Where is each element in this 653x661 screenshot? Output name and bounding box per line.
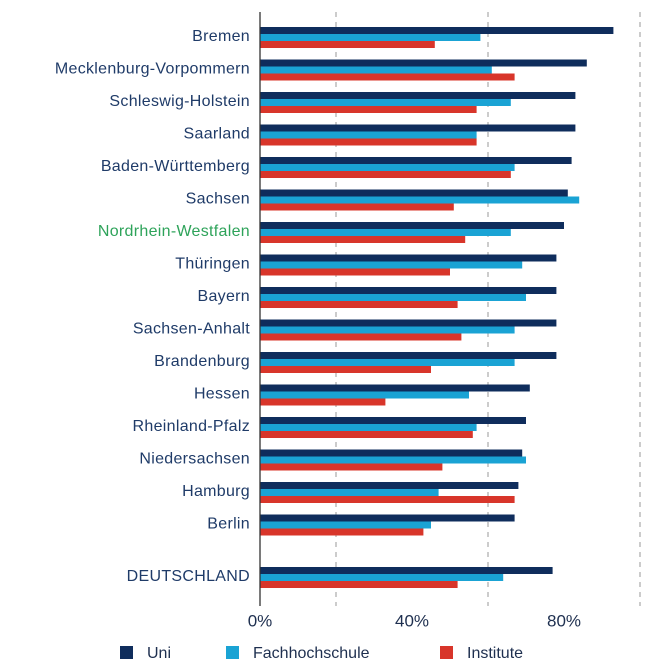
x-tick-label: 80% (547, 611, 581, 630)
bar (260, 222, 564, 229)
category-label: DEUTSCHLAND (127, 568, 250, 585)
bar (260, 157, 572, 164)
bar (260, 398, 386, 406)
bar (260, 319, 557, 327)
category-label: Sachsen (186, 191, 250, 208)
bar (260, 489, 439, 496)
bar (260, 164, 515, 171)
bar (260, 431, 473, 438)
bar (260, 581, 458, 588)
legend-swatch (120, 646, 133, 659)
bar (260, 366, 431, 373)
bar (260, 424, 477, 431)
legend-label: Uni (147, 645, 171, 661)
bar (260, 261, 523, 269)
category-label: Berlin (207, 516, 250, 533)
category-label: Rheinland-Pfalz (133, 418, 250, 435)
bar (260, 92, 576, 99)
bar (260, 463, 443, 471)
bar (260, 326, 515, 334)
legend-label: Fachhochschule (253, 645, 370, 661)
bar (260, 138, 477, 146)
bar (260, 124, 576, 132)
category-label: Baden-Württemberg (101, 158, 250, 175)
bar (260, 528, 424, 536)
bar (260, 34, 481, 41)
bar (260, 482, 519, 489)
bar (260, 456, 526, 464)
x-tick-label: 0% (248, 611, 273, 630)
bar (260, 567, 553, 574)
bar (260, 384, 530, 392)
legend-swatch (440, 646, 453, 659)
bar (260, 189, 568, 197)
bar (260, 352, 557, 359)
bar (260, 417, 526, 424)
bar (260, 449, 523, 457)
category-label: Brandenburg (154, 353, 250, 370)
bar (260, 391, 469, 399)
bar (260, 236, 466, 243)
bar (260, 287, 557, 294)
bar (260, 301, 458, 308)
bar (260, 268, 450, 276)
category-label: Mecklenburg-Vorpommern (55, 61, 250, 78)
bar (260, 131, 477, 139)
category-label: Nordrhein-Westfalen (98, 223, 250, 240)
category-label: Thüringen (175, 256, 250, 273)
bar (260, 106, 477, 113)
bar (260, 521, 431, 529)
bar (260, 333, 462, 341)
bar (260, 171, 511, 178)
category-label: Bremen (192, 28, 250, 45)
category-label: Bayern (198, 288, 251, 305)
bar (260, 294, 526, 301)
bar (260, 41, 435, 48)
legend-label: Institute (467, 645, 523, 661)
bar (260, 574, 504, 581)
x-tick-label: 40% (395, 611, 429, 630)
bar (260, 27, 614, 34)
category-label: Saarland (184, 126, 250, 143)
bar (260, 203, 454, 211)
legend-swatch (226, 646, 239, 659)
bar (260, 73, 515, 81)
bar (260, 99, 511, 106)
category-label: Schleswig-Holstein (109, 93, 250, 110)
bar (260, 254, 557, 262)
category-label: Niedersachsen (139, 451, 250, 468)
bar (260, 229, 511, 236)
bar (260, 66, 492, 74)
bar (260, 514, 515, 522)
category-label: Hamburg (182, 483, 250, 500)
category-label: Hessen (194, 386, 250, 403)
bar (260, 196, 580, 204)
category-label: Sachsen-Anhalt (133, 321, 250, 338)
bar (260, 59, 587, 67)
bar (260, 359, 515, 366)
bar (260, 496, 515, 503)
